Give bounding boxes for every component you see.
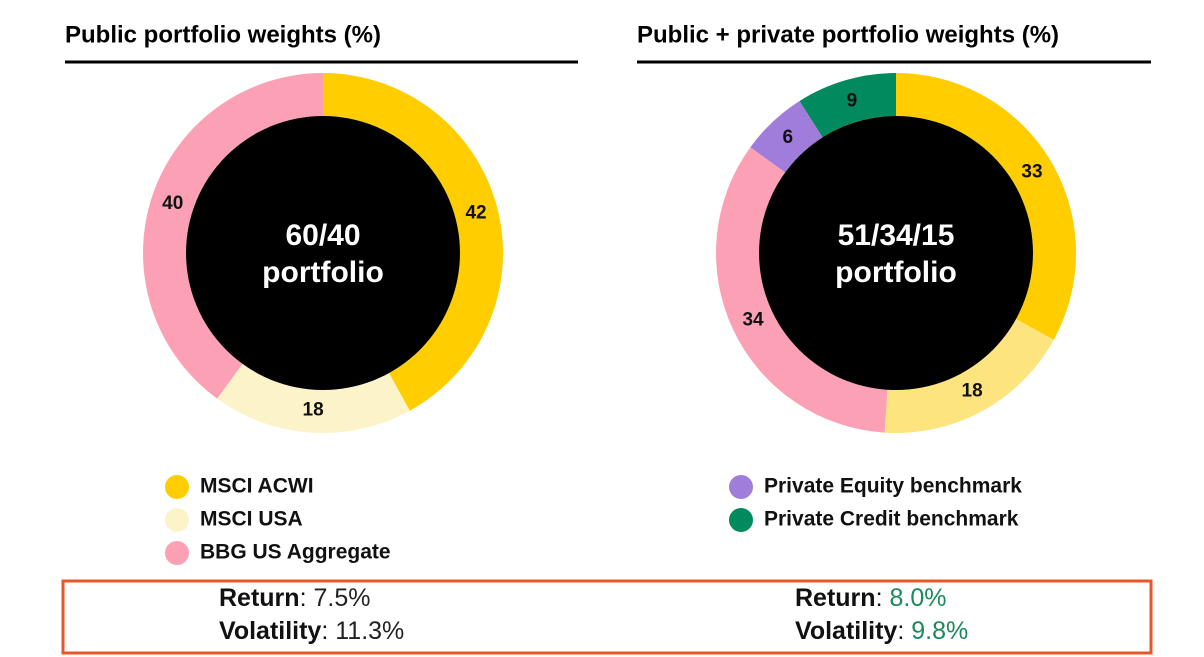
legend-label: BBG US Aggregate — [200, 541, 391, 564]
donut-center — [186, 116, 460, 390]
data-label: 33 — [1021, 162, 1042, 183]
stat-sep: : — [897, 617, 911, 645]
legend-label: Private Equity benchmark — [764, 475, 1022, 498]
center-label: portfolio — [262, 256, 384, 289]
stat-label: Return — [795, 584, 876, 612]
pie-slice — [217, 363, 410, 433]
data-label: 18 — [962, 380, 983, 401]
stat-value: 8.0% — [889, 584, 946, 612]
chart-title: Public portfolio weights (%) — [65, 21, 381, 48]
stat-label: Volatility — [795, 617, 897, 645]
stat: Return: 8.0% — [795, 584, 946, 612]
pie-slice — [715, 147, 888, 433]
stat: Volatility: 9.8% — [795, 617, 968, 645]
center-label: portfolio — [835, 256, 957, 289]
legend-swatch — [165, 541, 189, 565]
legend-swatch — [729, 508, 753, 532]
stats-box — [61, 579, 1153, 655]
pie-slice — [143, 73, 323, 399]
legend-label: MSCI USA — [200, 508, 303, 531]
legend-swatch — [729, 475, 753, 499]
stat: Return: 7.5% — [219, 584, 370, 612]
pie-slice — [750, 101, 823, 173]
stat-value: 7.5% — [313, 584, 370, 612]
legend-swatch — [165, 508, 189, 532]
center-label: 51/34/15 — [838, 219, 955, 252]
pie-slice — [323, 73, 503, 411]
legend-label: Private Credit benchmark — [764, 508, 1019, 531]
pie-slice — [884, 319, 1054, 433]
data-label: 6 — [783, 127, 794, 148]
stat: Volatility: 11.3% — [219, 617, 404, 645]
stat-value: 11.3% — [335, 617, 404, 645]
stat-label: Volatility — [219, 617, 321, 645]
data-label: 9 — [847, 90, 858, 111]
stat-sep: : — [321, 617, 335, 645]
data-label: 40 — [162, 193, 183, 214]
donut-center — [759, 116, 1033, 390]
center-label: 60/40 — [285, 219, 360, 252]
stat-sep: : — [876, 584, 890, 612]
data-label: 34 — [742, 309, 764, 330]
stat-value: 9.8% — [911, 617, 968, 645]
data-label: 42 — [465, 203, 486, 224]
stat-label: Return — [219, 584, 300, 612]
legend-swatch — [165, 475, 189, 499]
chart-title: Public + private portfolio weights (%) — [637, 21, 1059, 48]
stat-sep: : — [300, 584, 314, 612]
pie-slice — [799, 73, 896, 138]
pie-slice — [896, 73, 1077, 340]
legend-label: MSCI ACWI — [200, 475, 314, 498]
data-label: 18 — [303, 400, 324, 421]
